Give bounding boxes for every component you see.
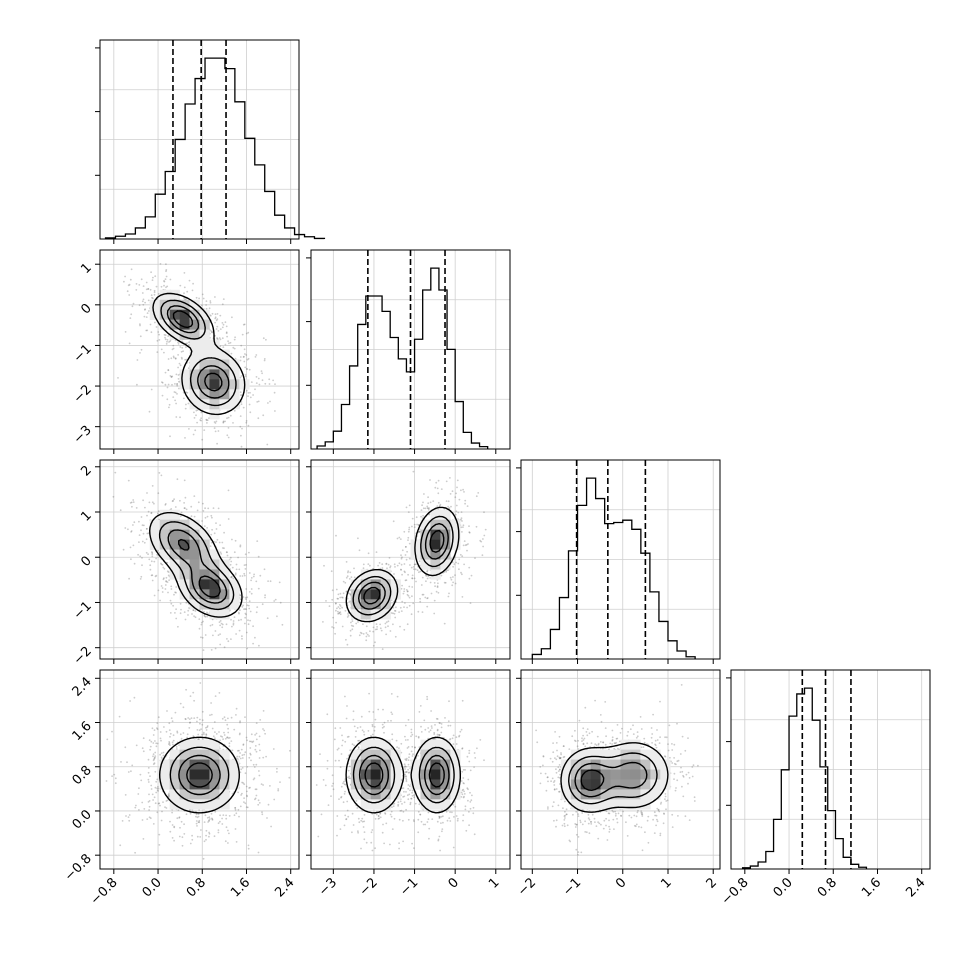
panel-frame-2-2 <box>520 459 721 660</box>
x-tick-label-3-0: −0.8 <box>719 875 752 908</box>
panel-3-1: −3 −2 −1 0 1 <box>306 669 511 899</box>
x-tick-label-1-3: 0 <box>446 875 462 891</box>
panel-3-2: −2 −1 0 1 2 <box>515 669 721 899</box>
panel-3-3: −0.8 0.0 0.8 1.6 2.4 <box>719 669 931 908</box>
contour-2-1-1 <box>352 515 454 616</box>
contour-3-1-2 <box>358 754 450 796</box>
x-tick-label-0-4: 2.4 <box>272 875 297 900</box>
contour-1-0-0 <box>152 292 246 416</box>
x-tick-label-2-0: −2 <box>515 875 539 899</box>
x-tick-label-0-1: 0.0 <box>140 875 165 900</box>
contour-3-0-1 <box>169 746 230 804</box>
panel-frame-0-0 <box>99 39 300 240</box>
x-tick-label-0-3: 1.6 <box>228 875 253 900</box>
contour-3-1-0 <box>345 736 461 814</box>
contour-1-0-2 <box>166 305 230 399</box>
contour-2-1-0 <box>345 506 460 623</box>
contour-2-1-3 <box>363 529 445 605</box>
contour-3-0-0 <box>159 736 240 814</box>
y-tick-label-3-1: 0.0 <box>70 807 95 832</box>
x-tick-label-1-1: −2 <box>357 875 381 899</box>
y-tick-label-3-0: −0.8 <box>62 851 95 884</box>
density-cells-3-0 <box>159 739 240 810</box>
contour-2-0-3 <box>178 538 221 598</box>
y-tick-label-1-2: −1 <box>71 342 95 366</box>
y-tick-label-2-2: 0 <box>78 553 94 569</box>
contour-3-2-2 <box>574 761 648 798</box>
x-tick-label-2-2: 0 <box>613 875 629 891</box>
contour-1-0-3 <box>172 310 223 392</box>
contour-3-0-3 <box>186 762 213 788</box>
contour-3-2-1 <box>568 752 658 805</box>
x-tick-label-2-4: 2 <box>704 875 720 891</box>
histogram-step-0 <box>104 57 326 240</box>
y-tick-label-2-0: −2 <box>71 644 95 668</box>
x-tick-label-3-4: 2.4 <box>903 875 928 900</box>
contour-1-0-1 <box>160 299 237 407</box>
panel-3-0: −0.8 0.0 0.8 1.6 2.4 −0.8 0.0 0.8 1.6 2.4 <box>62 669 300 908</box>
x-tick-label-0-0: −0.8 <box>88 875 121 908</box>
histogram-step-3 <box>741 687 868 869</box>
y-tick-label-3-2: 0.8 <box>70 763 95 788</box>
x-tick-label-3-3: 1.6 <box>859 875 884 900</box>
panel-frame-1-1 <box>310 249 511 450</box>
contour-2-0-2 <box>167 529 228 604</box>
x-tick-label-1-4: 1 <box>486 875 502 891</box>
y-tick-label-2-3: 1 <box>78 508 94 524</box>
panel-frame-3-2 <box>520 669 721 870</box>
histogram-step-1 <box>316 267 489 449</box>
panel-0-0 <box>95 39 326 244</box>
x-tick-label-2-3: 1 <box>658 875 674 891</box>
histogram-step-2 <box>531 477 696 659</box>
y-tick-label-1-3: 0 <box>78 301 94 317</box>
contour-3-1-3 <box>364 762 445 788</box>
panel-frame-3-3 <box>730 669 931 870</box>
contour-3-1-1 <box>352 746 455 804</box>
panel-frame-1-0 <box>99 249 300 450</box>
x-tick-label-0-2: 0.8 <box>184 875 209 900</box>
x-tick-label-1-0: −3 <box>316 875 340 899</box>
panel-2-2 <box>516 459 721 664</box>
panel-frame-2-1 <box>310 459 511 660</box>
y-tick-label-2-1: −1 <box>71 599 95 623</box>
panel-1-1 <box>306 249 511 454</box>
y-tick-label-3-4: 2.4 <box>70 675 95 700</box>
x-tick-label-3-2: 0.8 <box>815 875 840 900</box>
contour-2-1-2 <box>358 523 449 610</box>
y-tick-label-2-4: 2 <box>78 463 94 479</box>
panel-frame-2-0 <box>99 459 300 660</box>
contour-2-0-1 <box>158 521 235 611</box>
contour-3-2-3 <box>580 769 605 791</box>
panel-frame-3-1 <box>310 669 511 870</box>
panel-2-1 <box>306 459 511 664</box>
panel-frame-3-0 <box>99 669 300 870</box>
y-tick-label-1-0: −3 <box>71 423 95 447</box>
panel-1-0: −3 −2 −1 0 1 <box>71 249 300 454</box>
x-tick-label-1-2: −1 <box>397 875 421 899</box>
y-tick-label-1-1: −2 <box>71 382 95 406</box>
panel-2-0: −2 −1 0 1 2 <box>71 459 300 668</box>
x-tick-label-2-1: −1 <box>560 875 584 899</box>
contour-3-0-2 <box>178 754 221 796</box>
y-tick-label-3-3: 1.6 <box>70 719 95 744</box>
contour-3-2-0 <box>560 742 669 813</box>
contour-2-0-0 <box>149 511 243 618</box>
y-tick-label-1-4: 1 <box>78 260 94 276</box>
x-tick-label-3-1: 0.0 <box>771 875 796 900</box>
